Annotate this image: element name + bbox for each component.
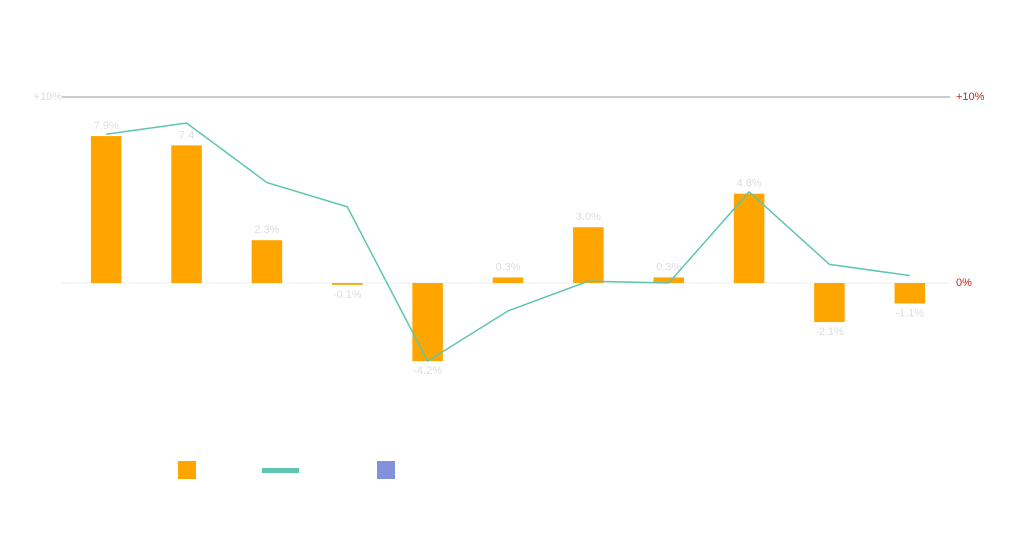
- data-label: 3.0%: [576, 211, 601, 223]
- data-label: 0.3%: [495, 261, 520, 273]
- legend-swatch: [262, 468, 299, 473]
- y2-tick-label: +10%: [956, 91, 985, 103]
- legend-swatch: [178, 461, 196, 479]
- data-label: 0.3%: [656, 261, 681, 273]
- bar: [653, 277, 684, 283]
- bar: [251, 240, 283, 283]
- bar: [733, 193, 765, 283]
- bar: [492, 277, 524, 283]
- bar: [894, 283, 926, 304]
- data-label: -2.1%: [815, 326, 844, 338]
- data-label: 7.4: [179, 129, 194, 141]
- bar: [412, 283, 443, 362]
- line: [106, 122, 910, 363]
- bar: [90, 136, 122, 283]
- data-label: -0.1%: [333, 289, 362, 301]
- data-label: 4.8%: [737, 178, 762, 190]
- bar: [814, 283, 845, 323]
- bar: [171, 145, 202, 283]
- bar: [332, 283, 363, 285]
- data-label: -4.2%: [413, 365, 442, 377]
- y-tick-label: +10%: [34, 91, 63, 103]
- legend-swatch: [377, 461, 395, 479]
- data-label: 2.3%: [254, 224, 279, 236]
- data-label: -1.1%: [895, 307, 924, 319]
- y2-tick-label: 0%: [956, 277, 972, 289]
- data-label: 7.9%: [94, 120, 119, 132]
- bar: [573, 227, 604, 283]
